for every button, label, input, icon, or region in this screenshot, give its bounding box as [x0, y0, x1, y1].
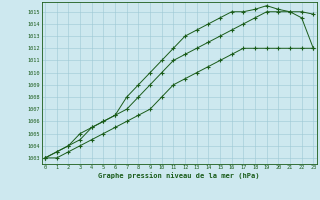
X-axis label: Graphe pression niveau de la mer (hPa): Graphe pression niveau de la mer (hPa)	[99, 172, 260, 179]
